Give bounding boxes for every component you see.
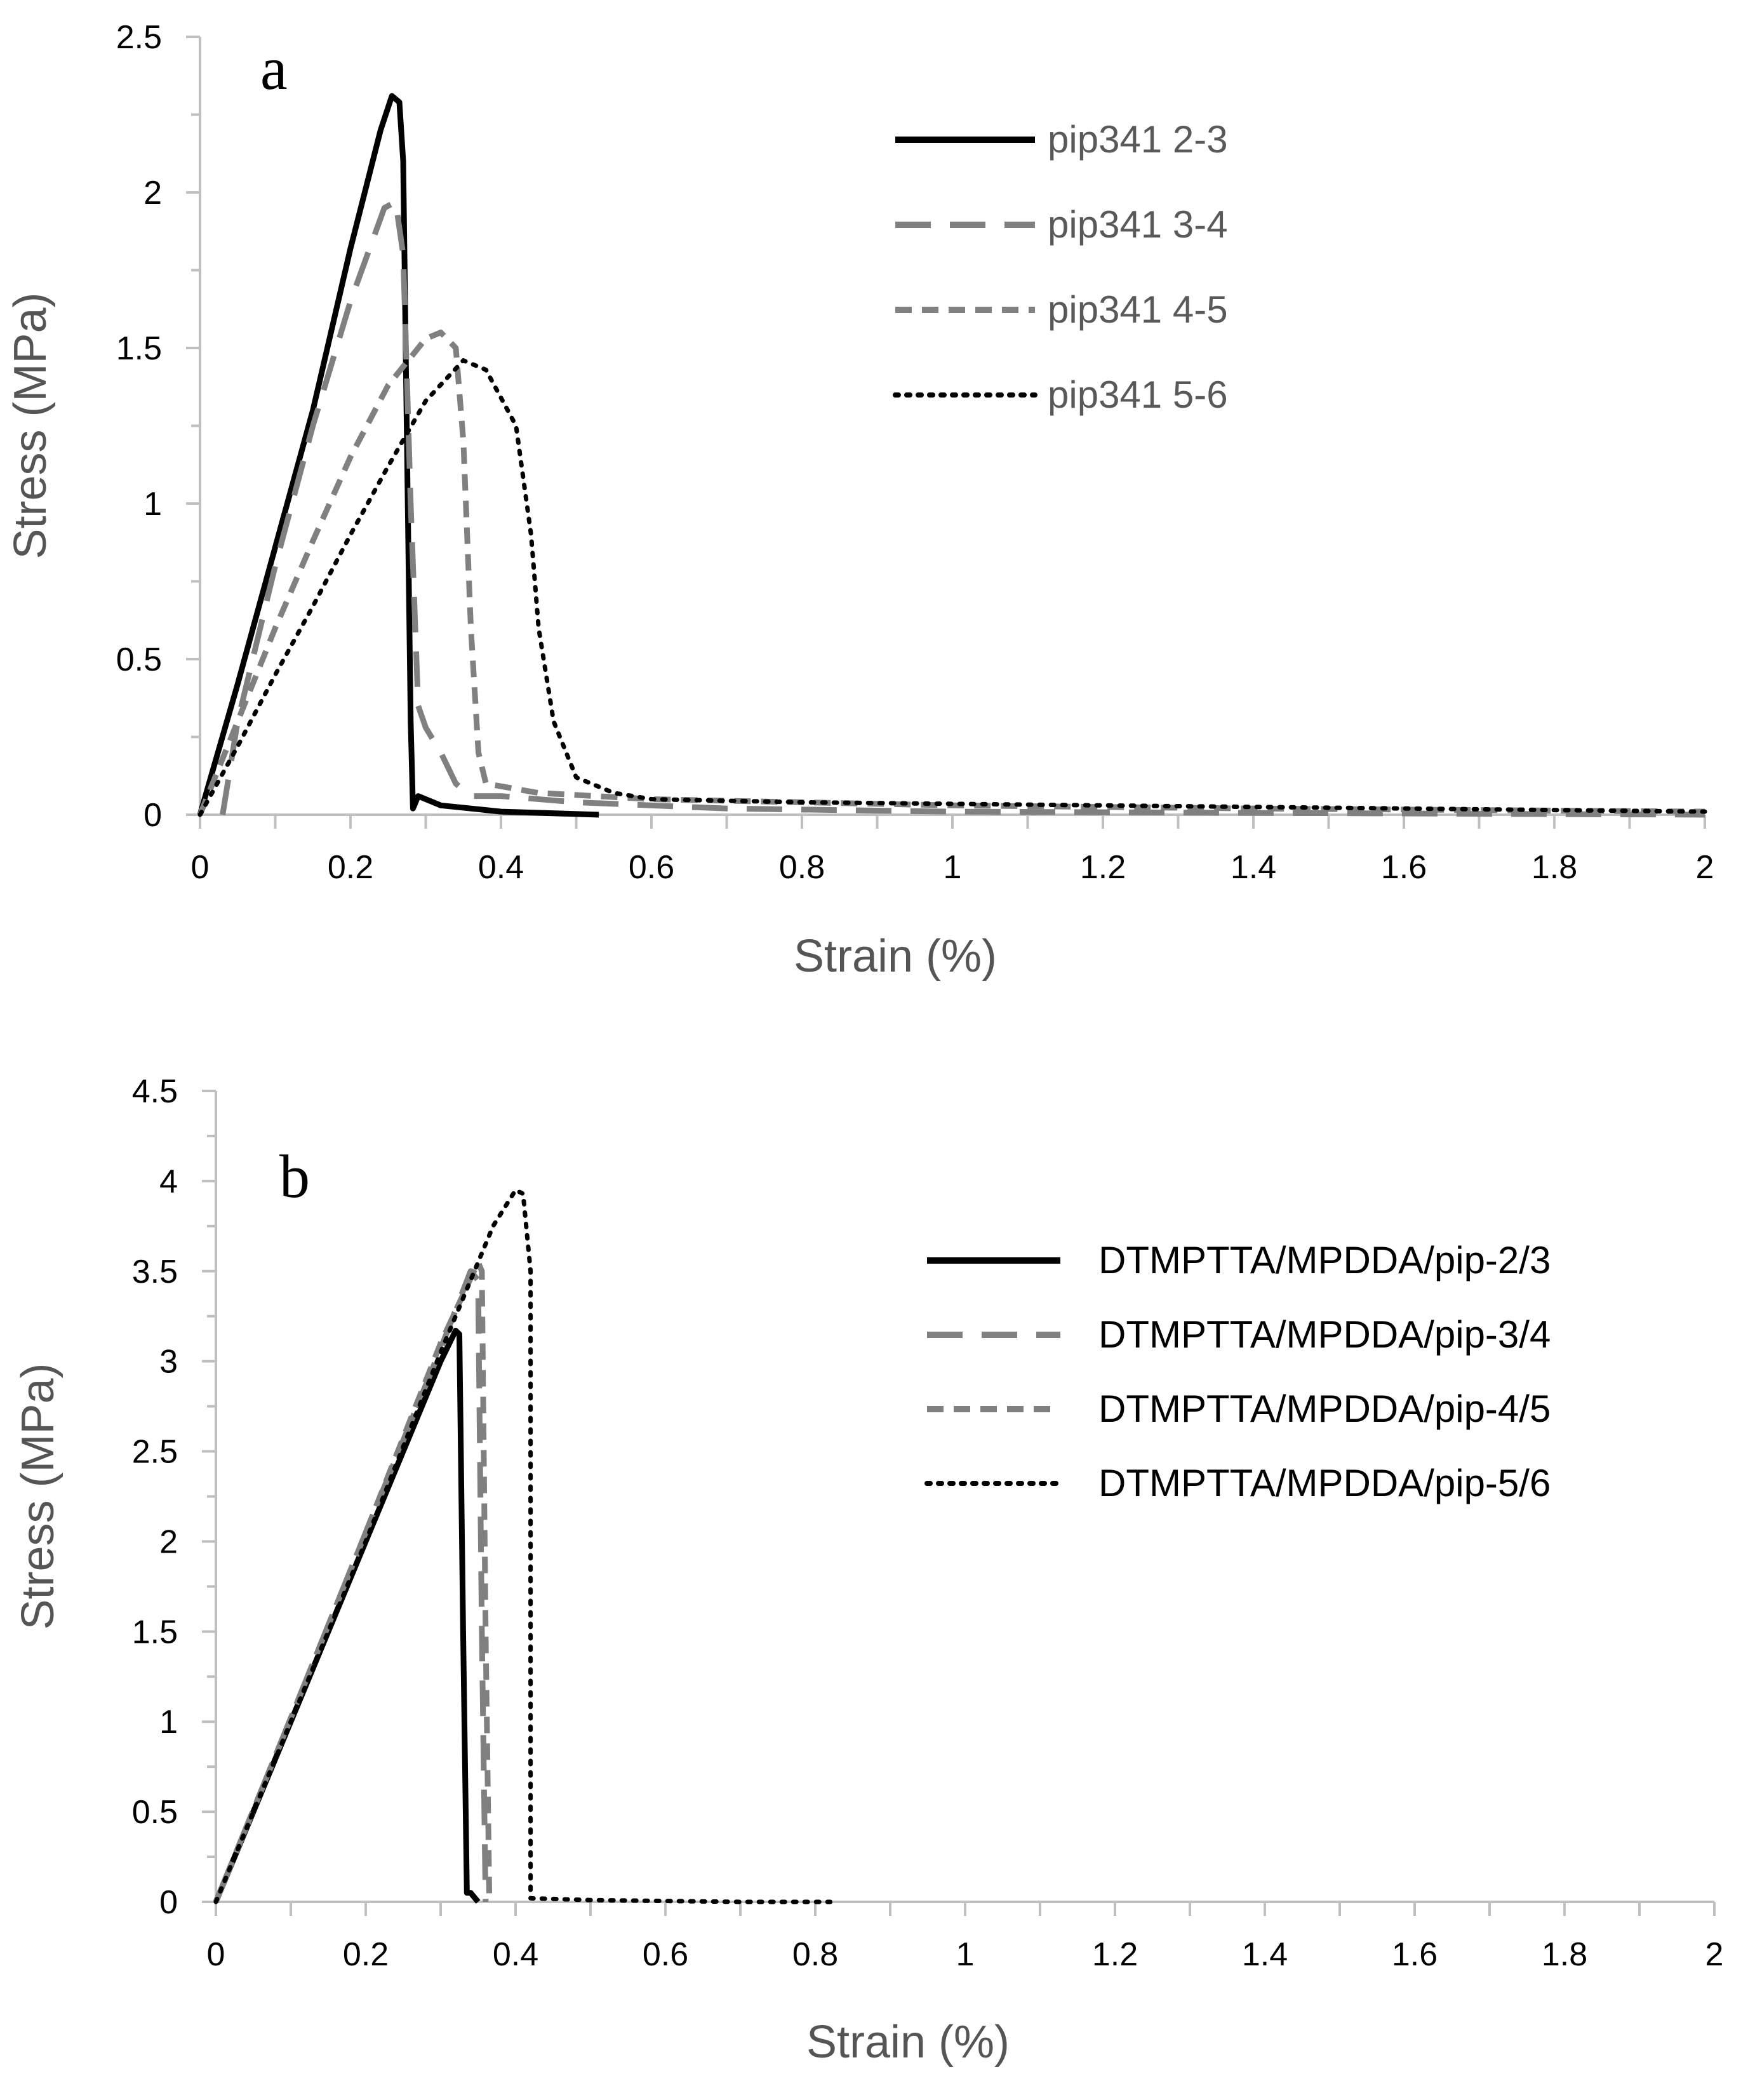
y-tick-label: 4.5 [132,1073,178,1110]
y-tick-label: 1 [159,1704,178,1741]
x-tick-label: 1.8 [1542,1936,1587,1973]
x-tick-label: 0.6 [643,1936,688,1973]
y-axis-title: Stress (MPa) [5,292,56,559]
x-tick-label: 0.2 [343,1936,389,1973]
y-tick-label: 2 [159,1523,178,1560]
series-line-1 [213,1327,481,1904]
x-tick-label: 1.2 [1092,1936,1138,1973]
series-line-4 [197,358,1707,817]
y-tick-label: 1 [143,486,162,523]
y-tick-label: 1.5 [116,330,162,367]
y-axis-title: Stress (MPa) [13,1363,63,1629]
y-tick-label: 2.5 [132,1434,178,1471]
x-tick-label: 0 [207,1936,225,1973]
y-tick-label: 0 [143,797,162,834]
x-tick-label: 0.8 [779,849,825,886]
y-tick-label: 3.5 [132,1254,178,1290]
y-tick-label: 0.5 [132,1794,178,1831]
x-tick-label: 1.6 [1392,1936,1438,1973]
x-tick-label: 1.4 [1231,849,1276,886]
panel-a: 0 0.2 0.4 0.6 0.8 1 1.2 1.4 1.6 1.8 2 0 0.5 1 1.5 2 2.5 S… [5,19,1714,982]
legend: pip341 2-3 pip341 3-4 pip341 4-5 pip341 5-6 [893,118,1228,416]
x-tick-label: 0 [191,849,210,886]
x-tick-label: 1.2 [1080,849,1126,886]
legend-label-4: DTMPTTA/MPDDA/pip-5/6 [1098,1462,1551,1504]
x-tick-label: 0.6 [629,849,674,886]
x-tick-label: 0.2 [328,849,373,886]
legend-label-1: DTMPTTA/MPDDA/pip-2/3 [1098,1239,1551,1281]
y-tick-label: 4 [159,1163,178,1200]
x-tick-label: 1 [944,849,962,886]
series-line-4 [213,1187,833,1904]
y-tick-label: 1.5 [132,1614,178,1650]
series-line-1 [197,93,599,818]
x-tick-label: 0.4 [478,849,524,886]
y-tick-label: 3 [159,1344,178,1381]
y-tick-label: 0 [159,1884,178,1921]
x-tick-label: 0.8 [792,1936,838,1973]
x-axis-title: Strain (%) [794,931,997,982]
x-axis-title: Strain (%) [806,2017,1010,2068]
series-line-2 [220,199,1705,818]
legend-label-1: pip341 2-3 [1048,118,1228,161]
y-tick-label: 0.5 [116,641,162,678]
y-tick-label: 2 [143,175,162,211]
series-line-3 [213,1259,493,1903]
x-tick-label: 2 [1696,849,1714,886]
x-tick-label: 0.4 [493,1936,538,1973]
x-tick-label: 2 [1705,1936,1724,1973]
legend-label-4: pip341 5-6 [1048,373,1228,416]
x-tick-label: 1.4 [1242,1936,1288,1973]
legend: DTMPTTA/MPDDA/pip-2/3 DTMPTTA/MPDDA/pip-3… [924,1239,1551,1504]
panel-b: 0 0.2 0.4 0.6 0.8 1 1.2 1.4 1.6 1.8 2 0 0.5 1 1.5 2 2.5 3… [13,1073,1723,2068]
legend-label-3: pip341 4-5 [1048,288,1228,331]
legend-label-3: DTMPTTA/MPDDA/pip-4/5 [1098,1388,1551,1430]
x-tick-label: 1.6 [1381,849,1427,886]
panel-letter: b [279,1142,310,1210]
panel-letter: a [260,34,288,102]
x-tick-label: 1 [956,1936,975,1973]
y-tick-label: 2.5 [116,19,162,56]
legend-label-2: pip341 3-4 [1048,203,1228,246]
legend-label-2: DTMPTTA/MPDDA/pip-3/4 [1098,1313,1551,1356]
x-tick-label: 1.8 [1531,849,1577,886]
